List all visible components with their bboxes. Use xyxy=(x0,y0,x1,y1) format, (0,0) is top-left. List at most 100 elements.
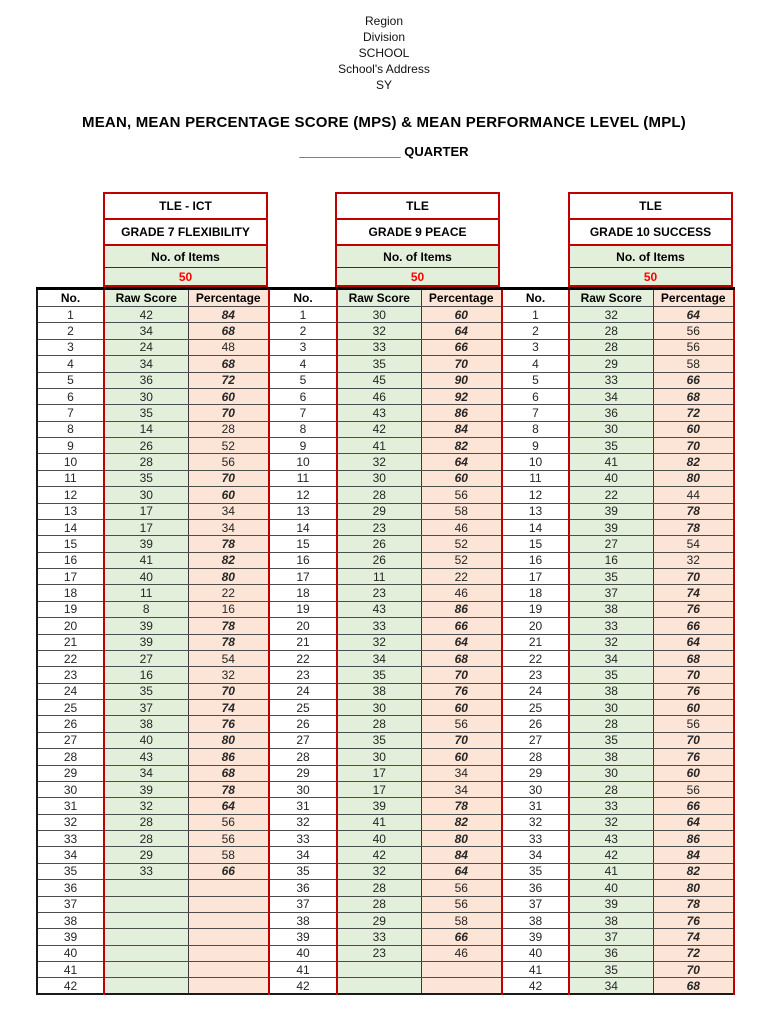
no-cell: 11 xyxy=(502,470,569,488)
raw-score-cell: 11 xyxy=(336,568,421,586)
raw-score-cell: 32 xyxy=(336,453,421,471)
no-cell: 20 xyxy=(37,617,104,635)
spacer xyxy=(36,192,103,287)
raw-score-cell: 28 xyxy=(568,322,653,340)
no-cell: 4 xyxy=(269,355,337,373)
table-row: 23 16 32 23 35 70 23 35 70 xyxy=(37,666,735,684)
percentage-cell: 56 xyxy=(420,486,503,504)
no-cell: 39 xyxy=(37,928,104,946)
percentage-cell: 72 xyxy=(652,945,735,963)
percentage-cell: 74 xyxy=(652,584,735,602)
raw-score-cell: 29 xyxy=(336,912,421,930)
no-cell: 39 xyxy=(269,928,337,946)
spacer xyxy=(501,192,568,287)
group-header-blocks: TLE - ICT GRADE 7 FLEXIBILITY No. of Ite… xyxy=(36,192,733,287)
raw-score-cell: 35 xyxy=(568,437,653,455)
quarter-blank: ______________ xyxy=(299,144,401,159)
percentage-cell xyxy=(187,912,270,930)
no-cell: 17 xyxy=(269,568,337,586)
table-row: 42 42 42 34 68 xyxy=(37,977,735,995)
percentage-cell xyxy=(187,977,270,995)
no-cell: 14 xyxy=(269,519,337,537)
percentage-cell: 34 xyxy=(420,781,503,799)
raw-score-cell: 17 xyxy=(336,781,421,799)
no-cell: 29 xyxy=(37,765,104,782)
no-cell: 2 xyxy=(502,322,569,340)
table-row: 32 28 56 32 41 82 32 32 64 xyxy=(37,814,735,832)
percentage-cell: 92 xyxy=(420,388,503,406)
no-cell: 42 xyxy=(502,977,569,995)
percentage-cell: 70 xyxy=(652,437,735,455)
percentage-cell: 66 xyxy=(652,617,735,635)
percentage-cell: 56 xyxy=(652,715,735,733)
raw-score-cell: 30 xyxy=(336,470,421,488)
raw-score-cell: 41 xyxy=(336,814,421,832)
table-row: 40 40 23 46 40 36 72 xyxy=(37,945,735,963)
no-cell: 12 xyxy=(502,486,569,504)
group-2-subject: TLE xyxy=(335,192,500,220)
table-row: 11 35 70 11 30 60 11 40 80 xyxy=(37,470,735,488)
raw-score-cell: 32 xyxy=(103,797,188,815)
percentage-cell: 52 xyxy=(420,535,503,553)
spacer xyxy=(268,192,335,287)
raw-score-cell: 36 xyxy=(103,372,188,389)
no-cell: 8 xyxy=(502,421,569,439)
no-cell: 27 xyxy=(37,732,104,750)
percentage-cell: 76 xyxy=(652,748,735,766)
raw-score-cell: 17 xyxy=(336,765,421,782)
quarter-line: ______________ QUARTER xyxy=(0,144,768,159)
table-row: 21 39 78 21 32 64 21 32 64 xyxy=(37,634,735,651)
no-cell: 32 xyxy=(269,814,337,832)
raw-score-cell: 42 xyxy=(336,421,421,439)
raw-score-cell: 36 xyxy=(568,945,653,963)
no-cell: 26 xyxy=(502,715,569,733)
no-cell: 6 xyxy=(37,388,104,406)
raw-score-cell: 28 xyxy=(568,715,653,733)
percentage-cell: 70 xyxy=(420,732,503,750)
no-cell: 33 xyxy=(502,830,569,848)
no-cell: 25 xyxy=(37,699,104,717)
table-row: 6 30 60 6 46 92 6 34 68 xyxy=(37,388,735,406)
percentage-cell: 78 xyxy=(652,519,735,537)
group-3-header: TLE GRADE 10 SUCCESS No. of Items 50 xyxy=(568,192,733,287)
raw-score-cell: 34 xyxy=(568,977,653,995)
raw-score-cell: 43 xyxy=(568,830,653,848)
percentage-cell: 22 xyxy=(187,584,270,602)
group-1-grade: GRADE 7 FLEXIBILITY xyxy=(103,218,268,246)
raw-score-cell: 35 xyxy=(103,404,188,422)
raw-score-cell: 42 xyxy=(336,846,421,864)
table-row: 37 37 28 56 37 39 78 xyxy=(37,896,735,913)
raw-score-cell: 32 xyxy=(568,634,653,651)
raw-score-cell: 43 xyxy=(336,601,421,619)
raw-score-cell: 38 xyxy=(568,683,653,701)
col-header-no: No. xyxy=(37,287,104,307)
raw-score-cell: 46 xyxy=(336,388,421,406)
percentage-cell: 66 xyxy=(652,797,735,815)
table-row: 7 35 70 7 43 86 7 36 72 xyxy=(37,404,735,422)
percentage-cell: 70 xyxy=(187,683,270,701)
raw-score-cell xyxy=(103,879,188,897)
raw-score-cell: 41 xyxy=(568,863,653,881)
no-cell: 36 xyxy=(502,879,569,897)
percentage-cell: 68 xyxy=(652,977,735,995)
raw-score-cell: 23 xyxy=(336,945,421,963)
percentage-cell: 16 xyxy=(187,601,270,619)
raw-score-cell xyxy=(103,977,188,995)
letterhead-region: Region xyxy=(364,14,404,28)
no-cell: 15 xyxy=(269,535,337,553)
raw-score-cell: 33 xyxy=(336,339,421,357)
raw-score-cell: 26 xyxy=(336,535,421,553)
percentage-cell: 58 xyxy=(652,355,735,373)
percentage-cell: 48 xyxy=(187,339,270,357)
percentage-cell: 68 xyxy=(187,765,270,782)
percentage-cell: 82 xyxy=(420,814,503,832)
raw-score-cell: 38 xyxy=(103,715,188,733)
percentage-cell: 80 xyxy=(420,830,503,848)
raw-score-cell: 41 xyxy=(568,453,653,471)
percentage-cell: 70 xyxy=(420,666,503,684)
percentage-cell: 60 xyxy=(420,306,503,324)
table-row: 19 8 16 19 43 86 19 38 76 xyxy=(37,601,735,619)
raw-score-cell: 39 xyxy=(568,503,653,520)
percentage-cell: 84 xyxy=(187,306,270,324)
raw-score-cell: 8 xyxy=(103,601,188,619)
